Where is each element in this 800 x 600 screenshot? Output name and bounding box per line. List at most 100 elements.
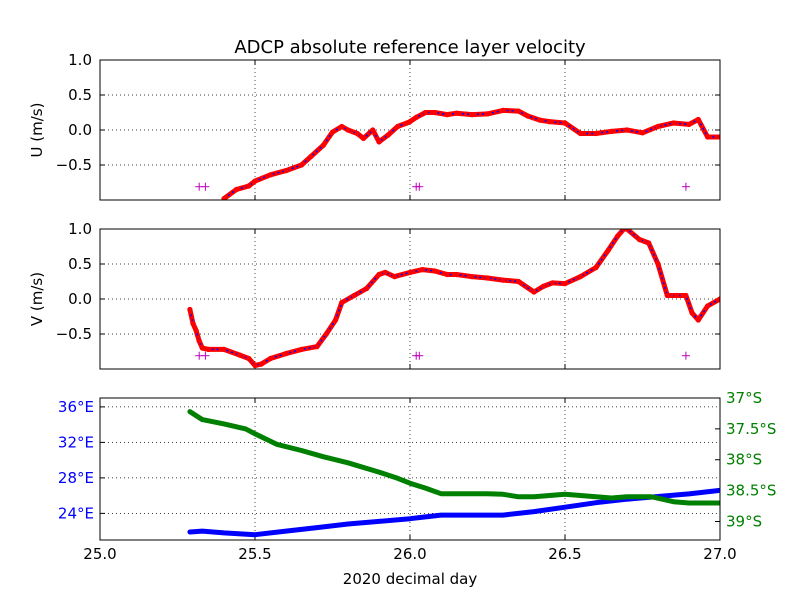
data-point xyxy=(395,123,401,130)
data-point xyxy=(593,264,599,271)
data-point xyxy=(484,111,491,117)
data-point xyxy=(608,128,615,134)
y-tick-label: 0.5 xyxy=(68,86,92,104)
data-point xyxy=(562,281,568,287)
data-point xyxy=(283,168,289,174)
data-point xyxy=(695,116,701,123)
data-point xyxy=(323,331,329,337)
axes-frame xyxy=(99,228,721,370)
data-point xyxy=(705,303,711,309)
data-point xyxy=(351,292,357,299)
data-point xyxy=(624,127,630,133)
latitude-tick-label: 38°S xyxy=(726,451,762,469)
y-tick-label: 0.5 xyxy=(68,255,92,273)
data-point xyxy=(670,120,677,126)
data-point xyxy=(686,121,692,127)
y-axis-label: V (m/s) xyxy=(28,272,46,326)
data-layer xyxy=(195,107,720,200)
data-point xyxy=(500,277,506,283)
data-point xyxy=(221,196,227,200)
data-point xyxy=(339,123,345,130)
data-point xyxy=(364,285,370,292)
axes-frame xyxy=(99,397,721,541)
data-point xyxy=(537,117,543,123)
data-point xyxy=(267,355,274,362)
x-tick-label: 26.0 xyxy=(393,545,426,563)
x-axis-label: 2020 decimal day xyxy=(343,570,478,588)
v-velocity-panel: 1.0 0.5 0.0 −0.5 V (m/s) xyxy=(28,220,721,370)
latitude-tick-label: 38.5°S xyxy=(726,482,776,500)
data-point xyxy=(624,229,630,232)
data-point xyxy=(605,247,612,253)
latitude-tick-label: 37°S xyxy=(726,389,762,407)
observed-series xyxy=(221,107,720,200)
data-point xyxy=(689,310,695,316)
y-tick-label: −0.5 xyxy=(56,325,92,343)
fit-series xyxy=(223,109,720,200)
data-point xyxy=(453,110,460,116)
observed-series xyxy=(187,229,720,368)
data-point xyxy=(354,130,360,137)
u-velocity-panel: 1.0 0.5 0.0 −0.5 U (m/s) xyxy=(28,51,721,201)
data-point xyxy=(233,186,239,193)
data-point xyxy=(484,275,491,281)
data-point xyxy=(196,338,202,344)
data-point xyxy=(376,139,382,145)
x-tick-label: 27.0 xyxy=(703,545,736,563)
chart-title: ADCP absolute reference layer velocity xyxy=(234,37,586,58)
data-point xyxy=(283,351,289,357)
data-point xyxy=(376,271,382,278)
data-point xyxy=(308,154,314,160)
data-point xyxy=(515,278,522,285)
y-tick-label: −0.5 xyxy=(56,156,92,174)
data-point xyxy=(515,108,522,114)
x-tick-label: 25.0 xyxy=(83,545,116,563)
data-point xyxy=(236,352,243,358)
latitude-tick-label: 37.5°S xyxy=(726,420,776,438)
data-point xyxy=(674,292,680,299)
data-point xyxy=(683,292,689,299)
longitude-tick-label: 32°E xyxy=(58,433,94,451)
y-axis-label: U (m/s) xyxy=(28,103,46,158)
data-point xyxy=(320,142,326,148)
plus-marker xyxy=(415,182,424,191)
data-point xyxy=(717,296,720,302)
data-point xyxy=(413,114,419,120)
data-point xyxy=(717,134,720,140)
data-point xyxy=(525,113,531,119)
plus-marker xyxy=(681,182,690,191)
data-point xyxy=(562,120,568,126)
data-point xyxy=(187,306,193,313)
data-point xyxy=(267,172,274,178)
data-point xyxy=(550,280,556,286)
y-tick-label: 1.0 xyxy=(68,220,92,238)
data-point xyxy=(469,274,475,280)
data-point xyxy=(655,261,661,267)
longitude-tick-label: 36°E xyxy=(58,398,94,416)
longitude-series xyxy=(187,487,720,538)
data-point xyxy=(205,346,212,352)
data-point xyxy=(453,271,460,278)
data-point xyxy=(593,130,599,137)
data-point xyxy=(705,134,711,140)
data-point xyxy=(339,299,345,306)
latitude-tick-label: 39°S xyxy=(726,512,762,530)
data-point xyxy=(646,240,652,246)
data-point xyxy=(407,269,413,275)
data-point xyxy=(360,135,367,141)
data-point xyxy=(500,107,506,113)
longitude-tick-label: 28°E xyxy=(58,469,94,487)
data-point xyxy=(444,112,450,118)
data-point xyxy=(469,112,475,118)
data-point xyxy=(422,109,429,116)
data-point xyxy=(199,345,205,351)
data-point xyxy=(444,271,450,278)
data-point xyxy=(190,320,196,327)
longitude-tick-label: 24°E xyxy=(58,504,94,522)
data-point xyxy=(391,274,398,280)
data-point xyxy=(193,327,199,334)
data-point xyxy=(419,267,425,273)
data-point xyxy=(385,132,391,138)
data-point xyxy=(252,178,258,184)
